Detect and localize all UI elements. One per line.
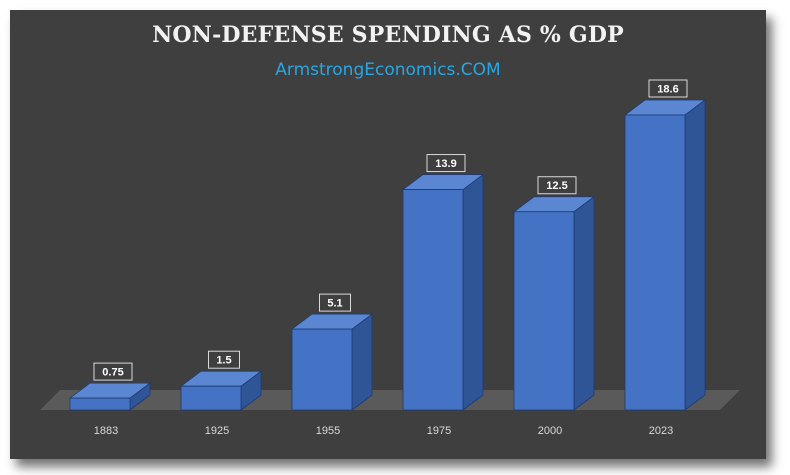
data-label: 5.1 [327,298,342,310]
data-label: 12.5 [546,180,567,192]
data-label-box [426,154,466,173]
bar [513,211,575,411]
bar-side [462,173,484,411]
x-tick-label: 1925 [205,425,229,437]
bar-side [684,99,706,411]
data-label-box [208,350,240,369]
data-label: 13.9 [435,158,456,170]
bar-side [573,195,595,411]
bar [402,189,464,411]
bar [69,397,131,411]
x-tick-label: 2000 [538,425,562,437]
data-label-box [537,176,577,195]
bar-side [351,313,373,411]
data-label-box [93,362,133,381]
data-label: 0.75 [102,367,123,379]
data-label: 1.5 [216,355,231,367]
x-tick-label: 2023 [649,425,673,437]
plot-area: 0.75 1883 1.5 1925 5.1 1955 13.9 1975 12.5 2000 18… [40,79,740,437]
x-tick-label: 1955 [316,425,340,437]
chart-frame: NON-DEFENSE SPENDING AS % GDP ArmstrongE… [10,10,766,459]
data-label: 18.6 [657,84,678,96]
chart-title: NON-DEFENSE SPENDING AS % GDP [152,22,624,48]
bar [180,385,242,411]
data-label-box [648,79,688,98]
bar [624,114,686,411]
bar [291,328,353,411]
data-label-box [319,293,351,312]
chart-subtitle: ArmstrongEconomics.COM [275,60,501,80]
x-tick-label: 1883 [94,425,118,437]
x-tick-label: 1975 [427,425,451,437]
